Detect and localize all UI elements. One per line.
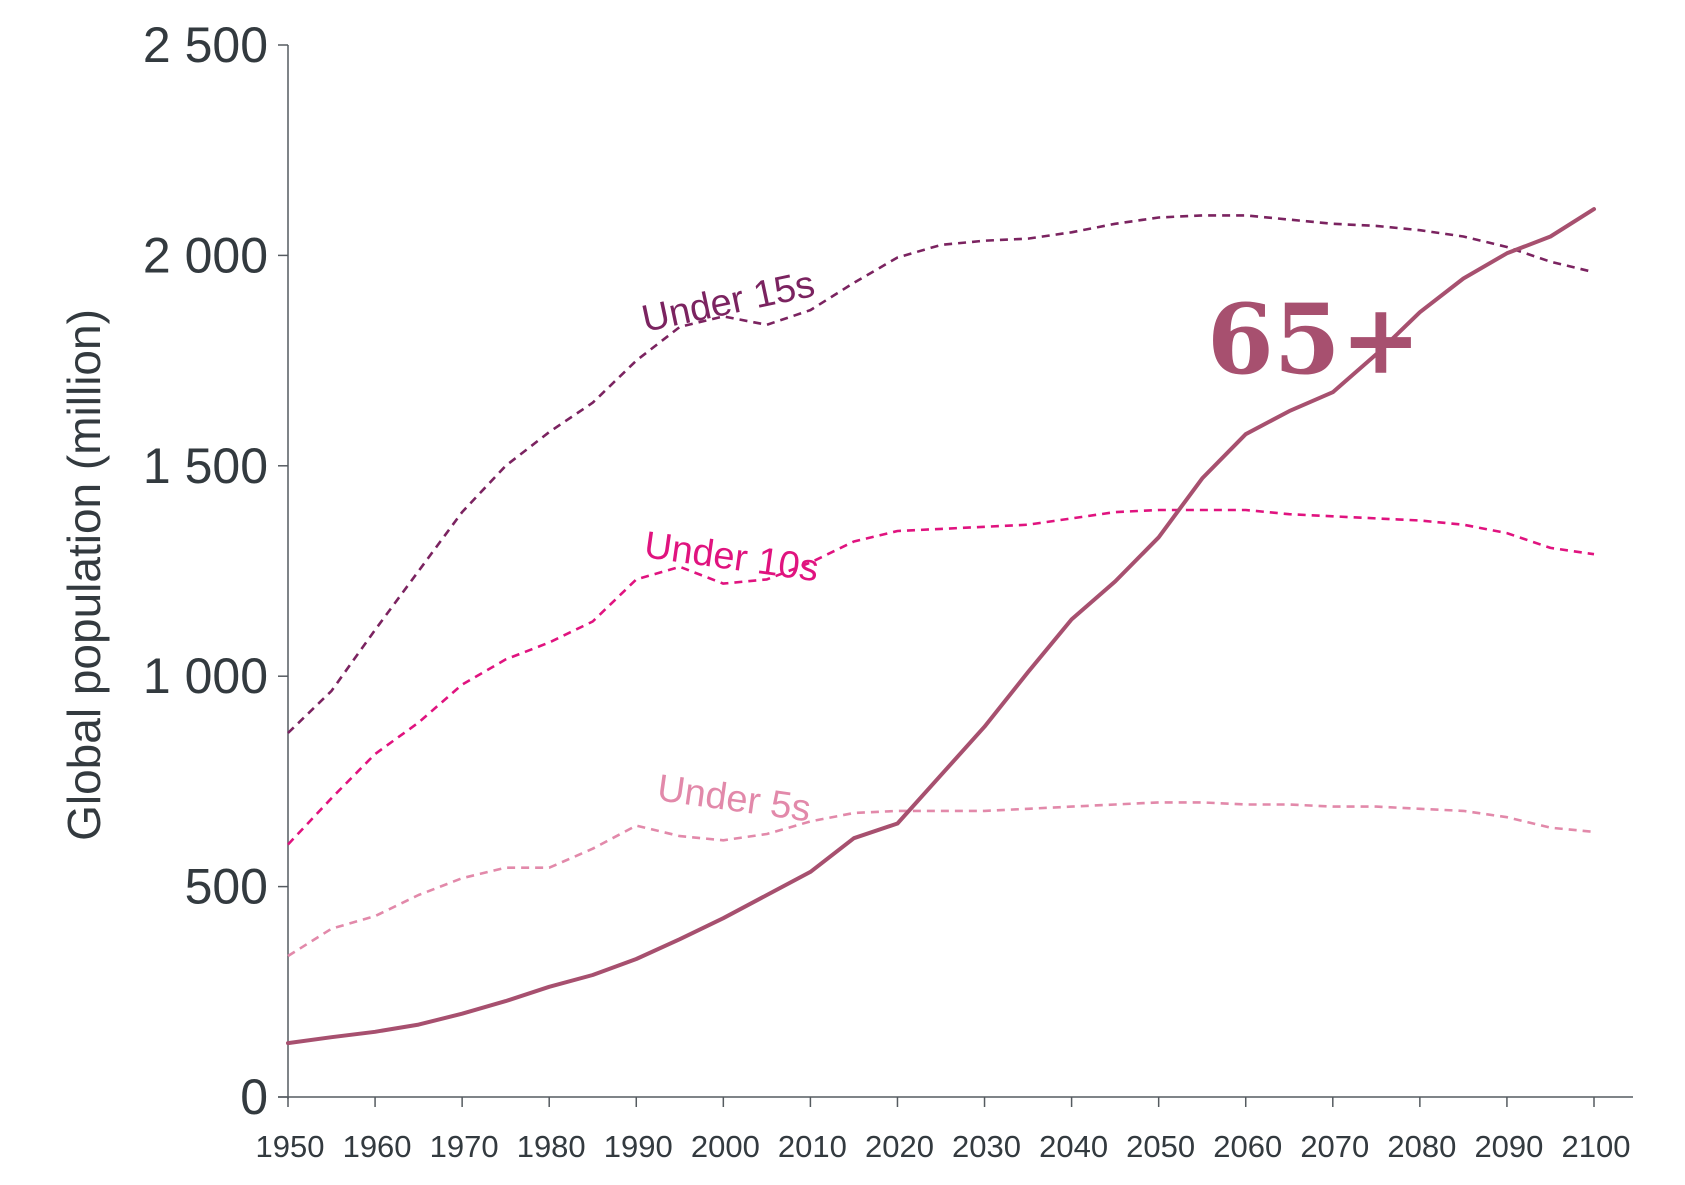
y-tick-label: 0 xyxy=(240,1069,268,1125)
x-tick-label: 2030 xyxy=(952,1129,1021,1164)
x-tick-label: 1990 xyxy=(604,1129,673,1164)
x-tick-label: 2010 xyxy=(778,1129,847,1164)
series-label-under-5s: Under 5s xyxy=(655,767,814,830)
x-tick-label: 2080 xyxy=(1387,1129,1456,1164)
series-line-65-plus xyxy=(286,207,1596,1046)
x-tick-label: 2000 xyxy=(691,1129,760,1164)
series-label-65-plus: 65+ xyxy=(1207,283,1421,396)
y-tick-label: 2 500 xyxy=(143,17,268,73)
y-tick-label: 500 xyxy=(185,859,268,915)
series-label-under-10s: Under 10s xyxy=(642,524,821,590)
x-tick-label: 2070 xyxy=(1300,1129,1369,1164)
x-tick-label: 2100 xyxy=(1562,1129,1631,1164)
x-tick-label: 1950 xyxy=(256,1129,325,1164)
series-line-under-15s xyxy=(287,214,1595,734)
x-tick-label: 2020 xyxy=(865,1129,934,1164)
x-tick-label: 1960 xyxy=(343,1129,412,1164)
x-tick-label: 2040 xyxy=(1039,1129,1108,1164)
y-axis-title: Global population (million) xyxy=(58,309,110,841)
x-tick-label: 2060 xyxy=(1213,1129,1282,1164)
y-tick-label: 2 000 xyxy=(143,227,268,283)
y-tick-label: 1 000 xyxy=(143,648,268,704)
x-tick-label: 2090 xyxy=(1474,1129,1543,1164)
series-line-under-10s xyxy=(287,508,1595,846)
x-tick-label: 1970 xyxy=(430,1129,499,1164)
x-tick-label: 1980 xyxy=(517,1129,586,1164)
x-tick-label: 2050 xyxy=(1126,1129,1195,1164)
tick-labels: 0 500 1 000 1 500 2 000 2 500 1950 1960 1970 1980… xyxy=(143,17,1631,1164)
series-layer xyxy=(286,207,1596,1046)
series-line-under-5s xyxy=(287,801,1595,958)
series-label-under-15s: Under 15s xyxy=(638,263,818,341)
y-tick-label: 1 500 xyxy=(143,438,268,494)
axes xyxy=(278,44,1633,1107)
